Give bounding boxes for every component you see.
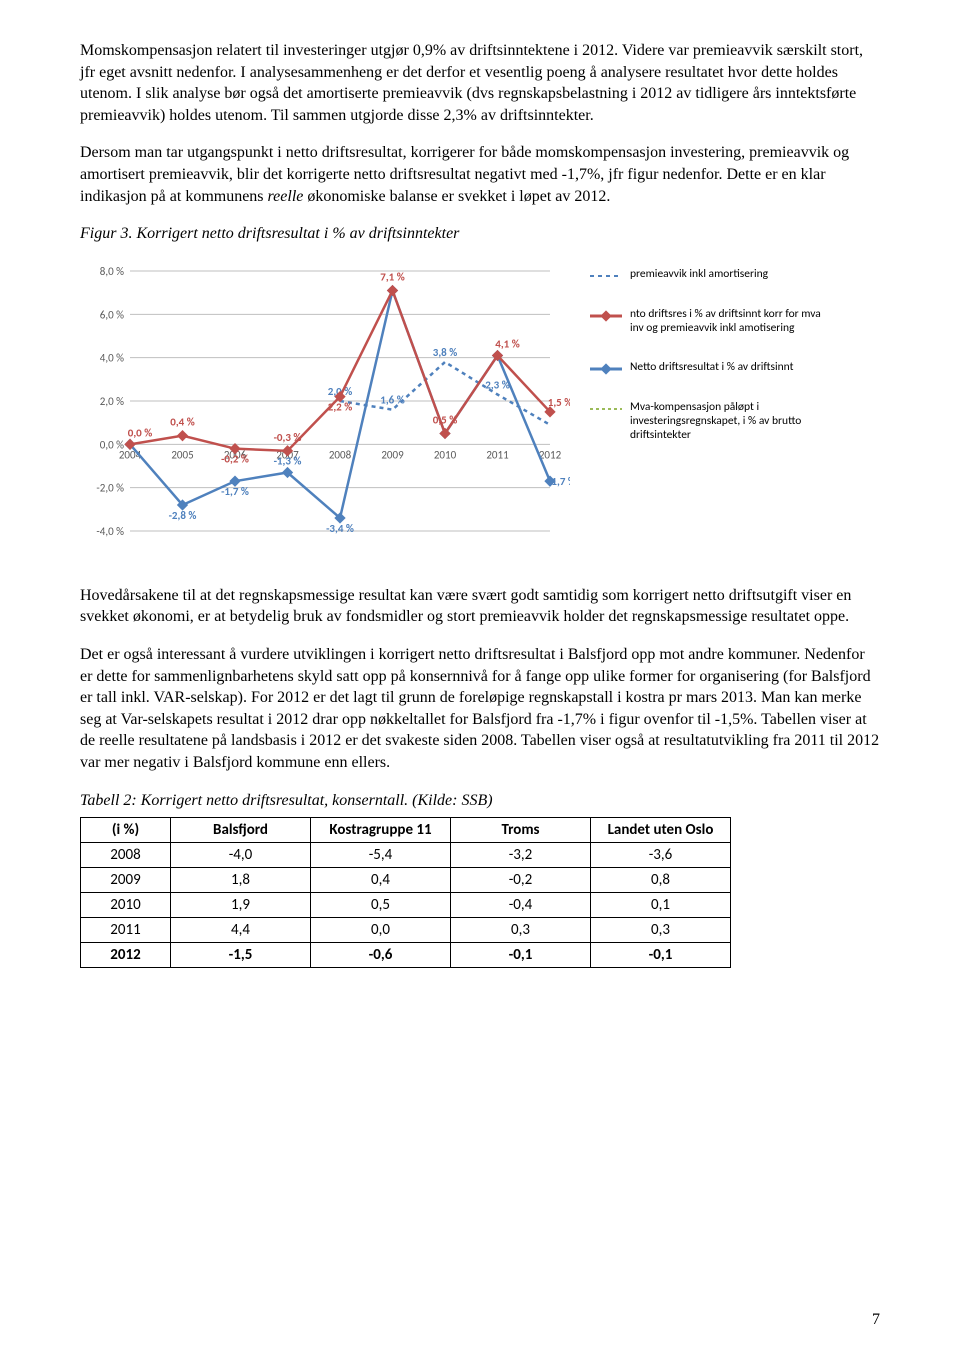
table-cell: -1,5 [171, 943, 311, 968]
svg-text:7,1 %: 7,1 % [380, 270, 405, 283]
table-cell: 1,8 [171, 868, 311, 893]
svg-text:2,0 %: 2,0 % [100, 395, 124, 408]
table-cell: 2009 [81, 868, 171, 893]
svg-text:4,1 %: 4,1 % [495, 337, 520, 350]
table-row: 20101,90,5-0,40,1 [81, 893, 731, 918]
svg-text:-3,4 %: -3,4 % [326, 522, 354, 535]
paragraph-3: Hovedårsakene til at det regnskapsmessig… [80, 585, 880, 628]
table-header: Balsfjord [171, 818, 311, 843]
table-cell: 0,4 [311, 868, 451, 893]
table-cell: -0,6 [311, 943, 451, 968]
table-cell: 2011 [81, 918, 171, 943]
table-row: 20114,40,00,30,3 [81, 918, 731, 943]
table-cell: 0,5 [311, 893, 451, 918]
paragraph-4: Det er også interessant å vurdere utvikl… [80, 644, 880, 774]
svg-text:-2,0 %: -2,0 % [96, 481, 124, 494]
table-cell: -0,2 [451, 868, 591, 893]
svg-text:4,0 %: 4,0 % [100, 351, 124, 364]
page-number: 7 [872, 1311, 880, 1329]
svg-text:1,5 %: 1,5 % [548, 396, 570, 409]
figure-title: Figur 3. Korrigert netto driftsresultat … [80, 223, 880, 245]
svg-text:0,4 %: 0,4 % [170, 415, 195, 428]
table-cell: 2010 [81, 893, 171, 918]
svg-text:2,3 %: 2,3 % [485, 378, 510, 391]
table-cell: -4,0 [171, 843, 311, 868]
svg-text:3,8 %: 3,8 % [433, 346, 458, 359]
svg-text:2005: 2005 [171, 448, 193, 461]
paragraph-2: Dersom man tar utgangspunkt i netto drif… [80, 142, 880, 207]
figure-3: -4,0 % -2,0 % 0,0 % 2,0 % 4,0 % 6,0 % 8,0 % 200… [80, 261, 880, 561]
legend-item: Mva-kompensasjon påløpt i investeringsre… [590, 400, 830, 443]
table-cell: 0,3 [451, 918, 591, 943]
table-cell: 1,9 [171, 893, 311, 918]
legend-item: premieavvik inkl amortisering [590, 267, 830, 283]
table-cell: 0,1 [591, 893, 731, 918]
svg-text:2009: 2009 [381, 448, 404, 461]
table-row: 20091,80,4-0,20,8 [81, 868, 731, 893]
svg-text:0,5 %: 0,5 % [433, 413, 458, 426]
svg-text:2011: 2011 [486, 448, 509, 461]
table-cell: 4,4 [171, 918, 311, 943]
paragraph-1: Momskompensasjon relatert til investerin… [80, 40, 880, 126]
table-cell: 2012 [81, 943, 171, 968]
svg-text:-4,0 %: -4,0 % [96, 525, 124, 538]
svg-text:8,0 %: 8,0 % [100, 265, 124, 278]
table-cell: 0,3 [591, 918, 731, 943]
table-cell: 2008 [81, 843, 171, 868]
legend-swatch-solid-red [590, 309, 622, 323]
table-cell: 0,8 [591, 868, 731, 893]
table-header: Troms [451, 818, 591, 843]
table-header: Landet uten Oslo [591, 818, 731, 843]
svg-text:-0,2 %: -0,2 % [221, 452, 249, 465]
svg-text:-2,8 %: -2,8 % [169, 509, 197, 522]
chart-area: -4,0 % -2,0 % 0,0 % 2,0 % 4,0 % 6,0 % 8,0 % 200… [80, 261, 570, 561]
legend-item: nto driftsres i % av driftsinnt korr for… [590, 307, 830, 336]
svg-text:-1,7 %: -1,7 % [548, 475, 570, 488]
legend-swatch-dash-blue [590, 269, 622, 283]
chart-legend: premieavvik inkl amortisering nto drifts… [580, 261, 830, 561]
legend-item: Netto driftsresultat i % av driftsinnt [590, 360, 830, 376]
table-header: Kostragruppe 11 [311, 818, 451, 843]
svg-text:2,2 %: 2,2 % [328, 400, 353, 413]
legend-swatch-solid-blue [590, 362, 622, 376]
table-cell: -3,6 [591, 843, 731, 868]
legend-swatch-dash-green [590, 402, 622, 416]
svg-text:2010: 2010 [434, 448, 457, 461]
table-row: 2008-4,0-5,4-3,2-3,6 [81, 843, 731, 868]
svg-text:-0,3 %: -0,3 % [274, 431, 302, 444]
table-header-row: (i %) Balsfjord Kostragruppe 11 Troms La… [81, 818, 731, 843]
table-cell: -0,4 [451, 893, 591, 918]
svg-text:0,0 %: 0,0 % [128, 426, 153, 439]
table-row: 2012-1,5-0,6-0,1-0,1 [81, 943, 731, 968]
table-2: (i %) Balsfjord Kostragruppe 11 Troms La… [80, 817, 731, 968]
svg-text:1,6 %: 1,6 % [380, 393, 405, 406]
table-cell: -0,1 [591, 943, 731, 968]
svg-text:-1,7 %: -1,7 % [221, 485, 249, 498]
table-title: Tabell 2: Korrigert netto driftsresultat… [80, 790, 880, 812]
table-cell: -0,1 [451, 943, 591, 968]
table-cell: -5,4 [311, 843, 451, 868]
table-header: (i %) [81, 818, 171, 843]
svg-text:2008: 2008 [329, 448, 352, 461]
table-cell: 0,0 [311, 918, 451, 943]
table-cell: -3,2 [451, 843, 591, 868]
svg-text:6,0 %: 6,0 % [100, 308, 124, 321]
